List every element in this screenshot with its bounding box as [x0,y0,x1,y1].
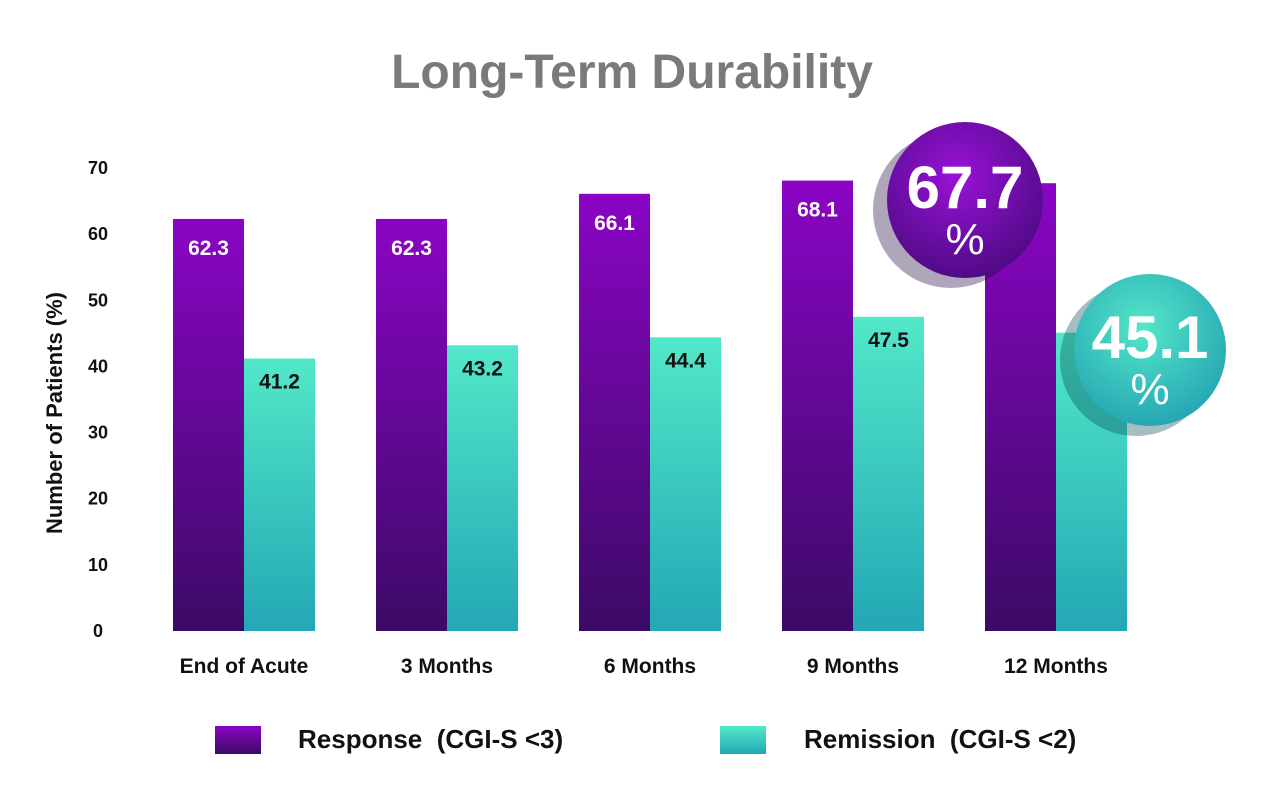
legend-label-response: Response (CGI-S <3) [298,724,563,754]
y-tick-label: 40 [88,356,108,376]
bars-group: 62.3 41.2 62.3 43.2 66.1 44.4 68.1 47.5 [173,180,1127,631]
y-tick-label: 70 [88,158,108,178]
y-tick-label: 20 [88,489,108,509]
legend-swatch-remission [720,726,766,754]
bar-remission [447,345,518,631]
y-tick-label: 60 [88,224,108,244]
bar-response [376,218,447,631]
y-tick-label: 0 [93,621,103,641]
legend-label-remission: Remission (CGI-S <2) [804,724,1076,754]
bar-remission [244,358,315,631]
callout-badge-response-value: 67.7 [907,154,1024,221]
bar-response [782,180,853,631]
callout-badge-response: 67.7% [873,122,1043,288]
x-axis-ticks: End of Acute 3 Months 6 Months 9 Months 12 M… [180,655,1108,678]
bar-remission-value-label: 41.2 [259,370,300,393]
legend: Response (CGI-S <3) Remission (CGI-S <2) [215,724,1076,754]
y-tick-label: 10 [88,555,108,575]
bar-response-value-label: 62.3 [188,237,229,260]
bar-remission-value-label: 43.2 [462,357,503,380]
bar-remission [650,337,721,631]
x-tick-label: 3 Months [401,655,493,678]
x-tick-label: 6 Months [604,655,696,678]
bar-response [579,193,650,631]
x-tick-label: 9 Months [807,655,899,678]
callout-badge-remission-circle [1074,274,1226,426]
bar-response-value-label: 62.3 [391,237,432,260]
y-axis-label: Number of Patients (%) [42,292,67,534]
callout-badges: 67.7%45.1% [873,122,1226,436]
y-tick-label: 30 [88,423,108,443]
callout-badge-remission-value: 45.1 [1092,304,1209,371]
bar-response [173,218,244,631]
callout-badge-response-unit: % [945,215,984,264]
callout-badge-response-circle [887,122,1043,278]
callout-badge-remission-unit: % [1130,365,1169,414]
legend-swatch-response [215,726,261,754]
y-axis-ticks: 0 10 20 30 40 50 60 70 [88,158,108,641]
bar-remission-value-label: 47.5 [868,329,909,352]
x-tick-label: End of Acute [180,655,309,678]
bar-response-value-label: 68.1 [797,199,838,222]
callout-badge-remission: 45.1% [1060,274,1226,436]
bar-response-value-label: 66.1 [594,212,635,235]
bar-remission [853,316,924,631]
x-tick-label: 12 Months [1004,655,1108,678]
bar-remission-value-label: 44.4 [665,349,706,372]
chart-title: Long-Term Durability [391,46,873,99]
y-tick-label: 50 [88,290,108,310]
